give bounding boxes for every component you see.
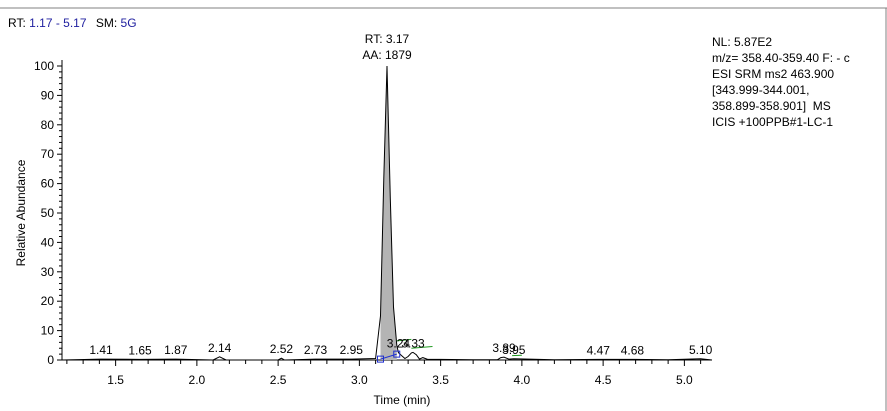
y-tick-label: 80 [41,118,55,132]
peak-label: 3.95 [502,343,526,357]
scan-info-panel: NL: 5.87E2 m/z= 358.40-359.40 F: - c ESI S… [712,34,850,130]
peak-label: 5.10 [689,343,713,357]
peak-label: 1.65 [128,343,152,357]
peak-area-annotation: AA: 1879 [362,48,412,62]
peak-label: 2.52 [270,342,294,356]
peak-label: 3.33 [401,336,425,350]
peak-boundary-marker [393,350,401,358]
info-line: ESI SRM ms2 463.900 [712,67,835,81]
integration-baseline [411,345,433,349]
peak-label: 4.47 [587,343,611,357]
y-tick-label: 70 [41,147,55,161]
header-rt-range: RT: 1.17 - 5.17 SM: 5G [8,16,137,30]
rt-range-value: 1.17 - 5.17 [29,16,87,30]
y-tick-label: 20 [41,294,55,308]
peak-label: 3.24 [387,337,411,351]
integration-baseline [396,338,412,342]
peak-boundary-marker [377,355,384,363]
info-line: 358.899-358.901] MS [712,99,831,113]
x-tick-label: 5.0 [676,373,693,387]
peak-label: 2.14 [208,341,232,355]
peak-label: 1.87 [164,343,188,357]
x-tick-label: 2.0 [189,373,206,387]
info-line: ICIS +100PPB#1-LC-1 [712,115,834,129]
y-tick-label: 100 [34,59,54,73]
peak-label: 4.68 [621,343,645,357]
peak-label: 1.41 [89,343,113,357]
y-axis-title: Relative Abundance [14,159,28,266]
chromatogram-trace [61,65,713,361]
peak-rt-annotation: RT: 3.17 [365,32,410,46]
x-tick-label: 4.5 [595,373,612,387]
x-tick-label: 3.0 [351,373,368,387]
plot-layer: 0 10 20 30 40 50 60 70 80 90 100 1.5 2.0 2.5 3.0 3.5 4.0… [14,32,713,407]
y-tick-label: 60 [41,177,55,191]
info-line: NL: 5.87E2 [712,35,773,49]
sm-value: 5G [120,16,137,30]
peak-label: 3.89 [492,341,516,355]
rt-label: RT: [8,16,26,30]
x-tick-label: 2.5 [270,373,287,387]
y-tick-label: 30 [41,265,55,279]
x-tick-label: 1.5 [107,373,124,387]
sm-label: SM: [95,16,118,30]
x-tick-label: 3.5 [432,373,449,387]
x-tick-label: 4.0 [514,373,531,387]
info-line: m/z= 358.40-359.40 F: - c [712,51,850,65]
info-line: [343.999-344.001, [712,83,810,97]
y-tick-label: 10 [41,324,55,338]
x-axis-title: Time (min) [374,393,431,407]
peak-label: 2.73 [304,343,328,357]
peak-label: 2.95 [340,343,364,357]
y-tick-label: 40 [41,235,55,249]
y-tick-label: 0 [47,353,54,367]
y-tick-label: 90 [41,88,55,102]
y-tick-label: 50 [41,206,55,220]
